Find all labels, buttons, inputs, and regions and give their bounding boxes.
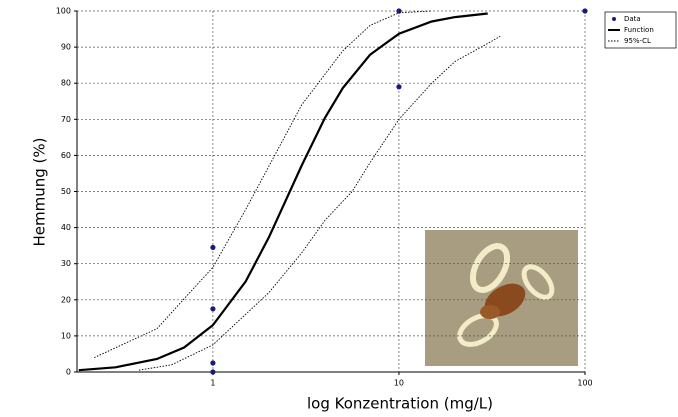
- x-tick-label: 100: [577, 379, 592, 388]
- data-point: [582, 8, 588, 14]
- y-tick-label: 30: [61, 259, 71, 268]
- x-axis-label: log Konzentration (mg/L): [307, 395, 493, 413]
- y-tick-label: 40: [61, 223, 71, 232]
- y-tick-label: 70: [61, 115, 71, 124]
- curve: [78, 12, 488, 372]
- y-tick-label: 20: [61, 295, 71, 304]
- legend-label: Function: [624, 26, 654, 34]
- data-point: [210, 360, 216, 366]
- grid: [77, 10, 586, 373]
- legend-label: Data: [624, 15, 641, 23]
- data-point: [396, 8, 402, 14]
- legend-marker: [612, 17, 616, 21]
- inset-photo: [425, 230, 578, 366]
- y-tick-label: 0: [66, 368, 71, 377]
- x-tick-label: 1: [210, 379, 215, 388]
- y-axis-label: Hemmung (%): [31, 138, 49, 247]
- y-tick-label: 80: [61, 79, 71, 88]
- y-tick-label: 60: [61, 151, 71, 160]
- data-point: [396, 84, 402, 90]
- y-tick-label: 10: [61, 331, 71, 340]
- x-tick-label: 10: [394, 379, 404, 388]
- y-tick-label: 50: [61, 187, 71, 196]
- curve: [94, 10, 432, 359]
- curve: [138, 35, 501, 371]
- data-point: [210, 306, 216, 312]
- legend-label: 95%-CL: [624, 37, 651, 45]
- y-tick-label: 100: [56, 7, 71, 16]
- y-tick-label: 90: [61, 43, 71, 52]
- data-point: [210, 244, 216, 251]
- data-point: [210, 369, 216, 375]
